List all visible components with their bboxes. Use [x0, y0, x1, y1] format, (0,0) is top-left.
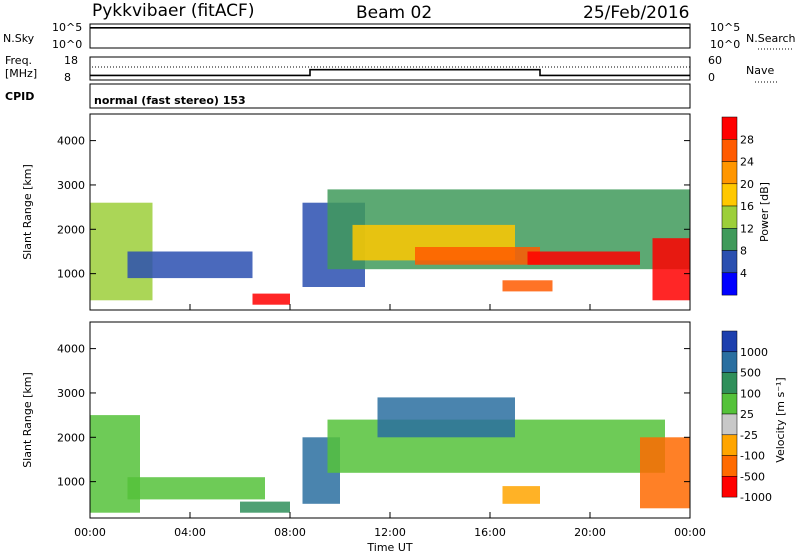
y-tick-label: 4000 — [57, 135, 85, 148]
colorbar-swatch — [721, 161, 738, 185]
heatmap-region — [240, 501, 290, 513]
nsearch-tick-top: 10^5 — [710, 21, 740, 34]
nave-label: Nave — [746, 64, 774, 77]
colorbar-tick-label: 25 — [740, 408, 754, 421]
nsearch-tick-bottom: 10^0 — [710, 38, 740, 51]
power-y-ticks: 1000 2000 3000 4000 — [57, 135, 690, 281]
nsearch-label: N.Search — [746, 32, 796, 45]
y-tick-label: 2000 — [57, 223, 85, 236]
x-axis-label: Time UT — [366, 541, 412, 554]
heatmap-region — [127, 477, 265, 500]
colorbar-tick-label: 8 — [740, 245, 747, 258]
heatmap-region — [640, 437, 690, 509]
heatmap-region — [252, 293, 290, 305]
x-tick-label: 00:00 — [74, 526, 106, 539]
heatmap-region — [502, 486, 540, 504]
y-tick-label: 4000 — [57, 343, 85, 356]
colorbar-swatch — [721, 476, 738, 498]
nave-tick-top: 60 — [708, 54, 722, 67]
power-colorbar-label: Power [dB] — [758, 182, 771, 242]
power-colorbar: 28 24 20 16 12 8 4 — [721, 116, 754, 296]
colorbar-tick-label: 4 — [740, 267, 747, 280]
colorbar-tick-label: -25 — [740, 429, 758, 442]
colorbar-swatch — [721, 393, 738, 415]
heatmap-region — [127, 251, 253, 279]
colorbar-swatch — [721, 272, 738, 296]
y-tick-label: 2000 — [57, 431, 85, 444]
colorbar-swatch — [721, 434, 738, 456]
nsky-tick-top: 10^5 — [52, 21, 82, 34]
y-tick-label: 1000 — [57, 268, 85, 281]
velocity-y-ticks: 1000 2000 3000 4000 — [57, 343, 690, 489]
colorbar-swatch — [721, 250, 738, 274]
beam-label: Beam 02 — [356, 3, 432, 23]
velocity-colorbar: 1000 500 100 25 -25 -100 -500 -1000 — [721, 330, 772, 504]
colorbar-swatch — [721, 351, 738, 373]
x-tick-label: 00:00 — [674, 526, 706, 539]
colorbar-tick-label: -100 — [740, 450, 765, 463]
velocity-heatmap — [90, 397, 690, 513]
colorbar-tick-label: -1000 — [740, 491, 772, 504]
x-tick-label: 08:00 — [274, 526, 306, 539]
nsky-label: N.Sky — [3, 32, 35, 45]
x-tick-label: 12:00 — [374, 526, 406, 539]
cpid-panel — [89, 83, 691, 109]
colorbar-tick-label: 100 — [740, 387, 761, 400]
heatmap-region — [377, 397, 515, 438]
heatmap-region — [502, 280, 553, 292]
freq-series-line — [90, 68, 690, 77]
freq-tick-top: 18 — [64, 54, 78, 67]
colorbar-swatch — [721, 413, 738, 436]
freq-tick-bottom: 8 — [64, 71, 71, 84]
x-tick-label: 16:00 — [474, 526, 506, 539]
velocity-ylabel: Slant Range [km] — [21, 372, 34, 468]
date-label: 25/Feb/2016 — [583, 3, 689, 23]
colorbar-swatch — [721, 205, 738, 229]
colorbar-swatch — [721, 330, 738, 353]
colorbar-tick-label: -500 — [740, 470, 765, 483]
colorbar-swatch — [721, 116, 738, 140]
heatmap-region — [415, 247, 540, 265]
x-tick-label: 04:00 — [174, 526, 206, 539]
y-tick-label: 1000 — [57, 476, 85, 489]
nsky-tick-bottom: 10^0 — [52, 38, 82, 51]
colorbar-tick-label: 16 — [740, 200, 754, 213]
colorbar-swatch — [721, 183, 738, 207]
cpid-text: normal (fast stereo) 153 — [94, 94, 246, 107]
nave-tick-bottom: 0 — [708, 71, 715, 84]
heatmap-region — [527, 251, 640, 265]
freq-panel — [89, 56, 691, 81]
colorbar-tick-label: 28 — [740, 133, 754, 146]
colorbar-tick-label: 500 — [740, 367, 761, 380]
freq-label: Freq. — [5, 54, 32, 67]
colorbar-tick-label: 24 — [740, 156, 754, 169]
power-ylabel: Slant Range [km] — [21, 164, 34, 260]
cpid-label: CPID — [5, 90, 34, 103]
velocity-colorbar-label: Velocity [m s⁻¹] — [774, 377, 787, 462]
colorbar-swatch — [721, 139, 738, 162]
x-tick-label: 20:00 — [574, 526, 606, 539]
heatmap-region — [652, 238, 690, 301]
nsky-panel — [89, 23, 691, 49]
colorbar-swatch — [721, 228, 738, 251]
colorbar-swatch — [721, 455, 738, 477]
power-heatmap — [90, 189, 690, 305]
y-tick-label: 3000 — [57, 387, 85, 400]
freq-unit: [MHz] — [5, 67, 37, 80]
x-axis-ticks: 00:00 04:00 08:00 12:00 16:00 20:00 00:00 — [74, 304, 706, 539]
colorbar-tick-label: 1000 — [740, 346, 768, 359]
colorbar-tick-label: 20 — [740, 178, 754, 191]
y-tick-label: 3000 — [57, 179, 85, 192]
title: Pykkvibaer (fitACF) — [92, 1, 254, 21]
colorbar-swatch — [721, 372, 738, 394]
colorbar-tick-label: 12 — [740, 222, 754, 235]
